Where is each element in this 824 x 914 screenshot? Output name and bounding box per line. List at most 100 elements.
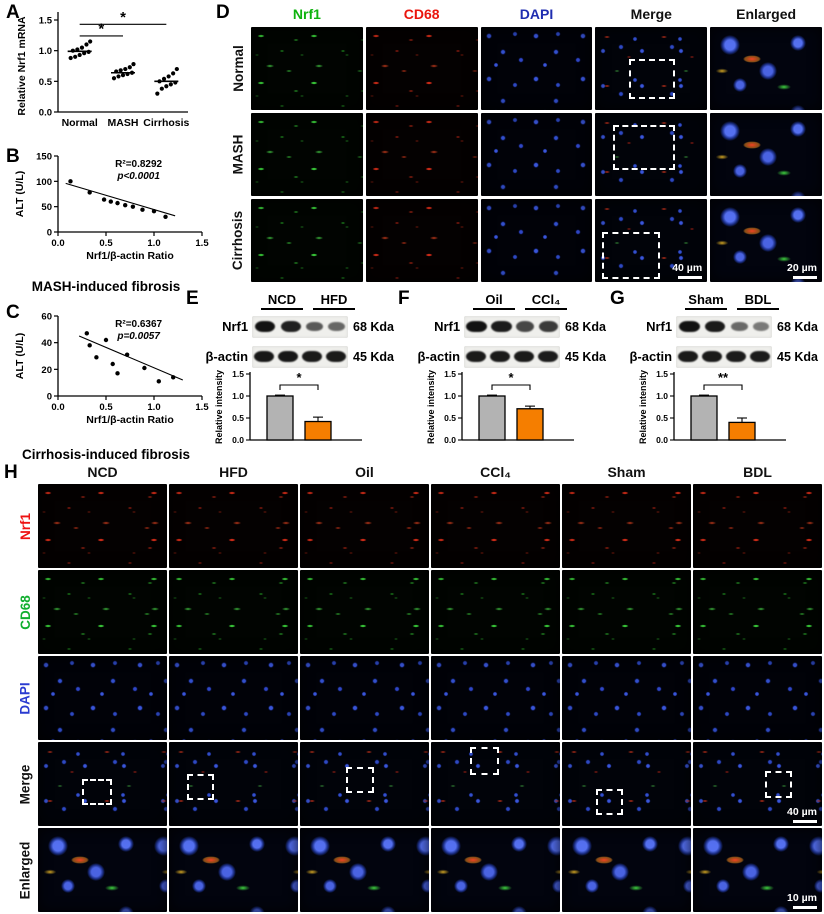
svg-text:0.5: 0.5 — [99, 238, 113, 249]
scale-bar-text: 10 µm — [787, 892, 817, 905]
svg-text:0.0: 0.0 — [656, 435, 668, 445]
scale-bar-text: 40 µm — [787, 806, 817, 819]
svg-text:*: * — [508, 370, 514, 385]
micrograph-mash-cd68 — [365, 113, 478, 196]
svg-text:1.5: 1.5 — [195, 402, 209, 413]
roi-box — [595, 789, 623, 815]
svg-text:1.0: 1.0 — [147, 238, 160, 249]
svg-text:Relative Nrf1 mRNA: Relative Nrf1 mRNA — [16, 16, 28, 116]
svg-text:Nrf1/β-actin Ratio: Nrf1/β-actin Ratio — [86, 250, 174, 262]
svg-text:150: 150 — [36, 152, 52, 163]
micrograph-cirrhosis-dapi — [480, 199, 593, 282]
micrograph-nrf1-bdl — [693, 484, 822, 568]
micrograph-mash-nrf1 — [251, 113, 363, 196]
svg-text:*: * — [98, 20, 104, 37]
svg-text:*: * — [120, 9, 126, 26]
intensity-bar-chart-g: 0.0 0.5 1.0 1.5 Relative intensity ** — [638, 369, 786, 445]
blot-lanes-actin — [676, 345, 772, 368]
scale-bar: 40 µm — [787, 807, 817, 823]
svg-text:Relative intensity: Relative intensity — [214, 370, 224, 444]
svg-text:p=0.0057: p=0.0057 — [116, 331, 160, 342]
scale-bar-line — [793, 276, 817, 279]
panel-f: F Oil CCl₄ Nrf1 68 Kda β-actin 45 Kda 0.0 0.5 1… — [398, 288, 610, 462]
svg-text:Relative intensity: Relative intensity — [426, 370, 436, 444]
panel-c-caption: Cirrhosis-induced fibrosis — [21, 447, 191, 462]
protein-band — [702, 350, 723, 363]
blot-lanes-actin — [464, 345, 560, 368]
protein-band — [516, 321, 535, 332]
panel-a-label: A — [6, 2, 20, 23]
column-header-merge: Merge — [630, 6, 672, 22]
svg-text:0.5: 0.5 — [232, 413, 244, 423]
svg-text:Normal: Normal — [62, 117, 98, 129]
panel-e: E NCD HFD Nrf1 68 Kda β-actin 45 Kda 0.0 0.5 1.… — [186, 288, 398, 462]
svg-text:1.5: 1.5 — [232, 369, 244, 379]
row-label-mash: MASH — [228, 113, 248, 196]
micrograph-dapi-sham — [562, 656, 691, 740]
svg-text:1.0: 1.0 — [232, 391, 244, 401]
column-header-hfd: HFD — [219, 464, 248, 480]
group-label-hfd: HFD — [313, 292, 355, 310]
svg-text:*: * — [296, 370, 302, 385]
svg-text:1.0: 1.0 — [444, 391, 456, 401]
blot-group-labels: Sham BDL — [680, 292, 784, 310]
row-label-text: Nrf1 — [17, 512, 33, 540]
row-label-text: Normal — [230, 45, 246, 92]
micrograph-mash-dapi — [480, 113, 593, 196]
svg-text:0.0: 0.0 — [444, 435, 456, 445]
blot-lanes-actin — [252, 345, 348, 368]
micrograph-merge-sham — [562, 742, 691, 826]
protein-band — [305, 321, 324, 332]
roi-box — [613, 124, 676, 171]
blot-lanes-nrf1 — [464, 315, 560, 338]
blot-row-actin: β-actin 45 Kda — [202, 343, 394, 370]
micrograph-normal-cd68 — [365, 27, 478, 110]
svg-text:0: 0 — [47, 392, 52, 403]
micrograph-normal-nrf1 — [251, 27, 363, 110]
svg-text:0.5: 0.5 — [99, 402, 113, 413]
protein-label-nrf1: Nrf1 — [222, 319, 249, 334]
svg-text:60: 60 — [41, 312, 52, 323]
row-label-text: DAPI — [17, 681, 33, 715]
protein-band — [328, 321, 346, 332]
roi-box — [187, 773, 215, 800]
micrograph-cirrhosis-cd68 — [365, 199, 478, 282]
intensity-bar-chart-e: 0.0 0.5 1.0 1.5 Relative intensity * — [214, 369, 362, 445]
roi-box — [81, 778, 112, 805]
western-blot-g: Sham BDL Nrf1 68 Kda β-actin 45 Kda — [626, 292, 818, 370]
molecular-weight-label: 68 Kda — [353, 319, 394, 334]
svg-text:40: 40 — [41, 338, 52, 349]
micrograph-normal-merge — [595, 27, 708, 110]
svg-text:MASH: MASH — [108, 117, 139, 129]
svg-text:0.5: 0.5 — [656, 413, 668, 423]
svg-text:50: 50 — [41, 202, 52, 213]
immunofluorescence-grid-d: Nrf1 CD68 DAPI Merge Enlarged Normal MASH Cirrh… — [228, 2, 822, 282]
svg-text:0.0: 0.0 — [39, 108, 52, 119]
svg-text:R²=0.6367: R²=0.6367 — [115, 319, 162, 330]
panel-b: B 0.0 0.5 1.0 1.5 0 50 100 150 Nrf1/β-actin Rati… — [0, 142, 212, 296]
micrograph-cirrhosis-nrf1 — [251, 199, 363, 282]
protein-band — [491, 320, 512, 333]
blot-group-labels: Oil CCl₄ — [468, 292, 572, 310]
blot-group-labels: NCD HFD — [256, 292, 360, 310]
column-header-cd68: CD68 — [403, 6, 440, 22]
panel-c: C 0.0 0.5 1.0 1.5 0 20 40 60 Nrf1/β-actin Ratio A… — [0, 296, 212, 464]
blot-lanes-nrf1 — [252, 315, 348, 338]
group-label-bdl: BDL — [737, 292, 779, 310]
protein-label-nrf1: Nrf1 — [434, 319, 461, 334]
protein-band — [253, 350, 275, 363]
micrograph-enlarged-oil — [300, 828, 429, 912]
protein-band — [325, 350, 347, 363]
panel-c-label: C — [6, 302, 20, 323]
panel-h: H NCD HFD Oil CCl₄ Sham BDL Nrf1 CD68 DAPI Merge 4… — [0, 462, 824, 914]
svg-text:1.0: 1.0 — [656, 391, 668, 401]
svg-text:Nrf1/β-actin Ratio: Nrf1/β-actin Ratio — [86, 414, 174, 426]
scale-bar-line — [793, 820, 817, 823]
scale-bar-line — [678, 276, 703, 279]
panel-d-label: D — [216, 2, 230, 23]
micrograph-merge-bdl: 40 µm — [693, 742, 822, 826]
group-label-ncd: NCD — [261, 292, 303, 310]
column-header-ncd: NCD — [87, 464, 118, 480]
micrograph-cd68-ccl — [431, 570, 560, 654]
blot-lanes-nrf1 — [676, 315, 772, 338]
